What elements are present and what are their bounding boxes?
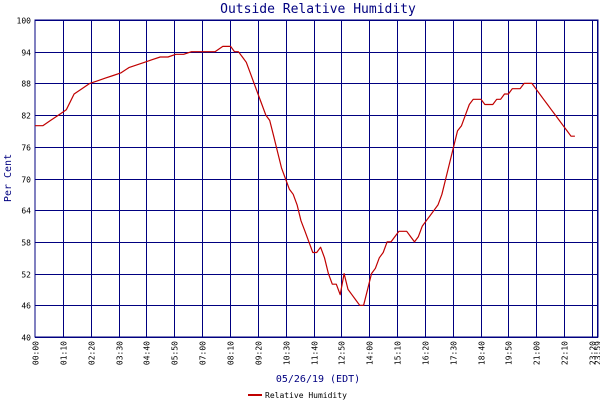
x-tick-label: 23:20 <box>589 341 598 365</box>
x-tick-label: 16:20 <box>422 341 431 365</box>
y-tick-label: 88 <box>21 80 31 89</box>
y-tick-label: 58 <box>21 239 31 248</box>
x-tick-label: 11:40 <box>311 341 320 365</box>
x-tick-label: 05:50 <box>171 341 180 365</box>
y-tick-label: 64 <box>21 207 31 216</box>
x-axis-label: 05/26/19 (EDT) <box>276 374 360 385</box>
x-tick-label: 09:20 <box>255 341 264 365</box>
x-tick-label: 21:00 <box>533 341 542 365</box>
x-tick-label: 10:30 <box>283 341 292 365</box>
x-tick-label: 02:20 <box>88 341 97 365</box>
y-tick-label: 46 <box>21 302 31 311</box>
y-axis-label: Per Cent <box>3 154 14 202</box>
x-tick-label: 17:30 <box>450 341 459 365</box>
x-tick-label: 12:50 <box>338 341 347 365</box>
chart-title: Outside Relative Humidity <box>220 2 416 17</box>
legend: Relative Humidity <box>248 391 347 400</box>
x-tick-label: 22:10 <box>561 341 570 365</box>
y-tick-label: 40 <box>21 334 31 343</box>
x-tick-label: 07:00 <box>199 341 208 365</box>
series-layer <box>35 45 575 306</box>
y-tick-label: 82 <box>21 112 31 121</box>
y-tick-label: 94 <box>21 49 31 58</box>
grid <box>34 19 599 338</box>
x-tick-label: 19:50 <box>505 341 514 365</box>
x-tick-label: 03:30 <box>116 341 125 365</box>
x-tick-label: 01:10 <box>60 341 69 365</box>
legend-label: Relative Humidity <box>265 391 347 400</box>
x-tick-labels: 00:00 01:10 02:20 03:30 04:40 05:50 07:00 08:10… <box>32 341 600 365</box>
x-tick-label: 18:40 <box>478 341 487 365</box>
x-tick-label: 08:10 <box>227 341 236 365</box>
x-tick-label: 15:10 <box>394 341 403 365</box>
x-tick-label: 04:40 <box>143 341 152 365</box>
series-line-relative-humidity <box>35 45 575 306</box>
y-tick-label: 70 <box>21 176 31 185</box>
x-tick-label: 23:59 <box>594 341 600 365</box>
y-tick-label: 100 <box>17 17 32 26</box>
y-tick-label: 76 <box>21 144 31 153</box>
x-tick-label: 00:00 <box>32 341 41 365</box>
x-tick-label: 14:00 <box>366 341 375 365</box>
y-tick-label: 52 <box>21 271 31 280</box>
y-tick-labels: 40 46 52 58 64 70 76 82 88 94 100 <box>17 17 32 343</box>
